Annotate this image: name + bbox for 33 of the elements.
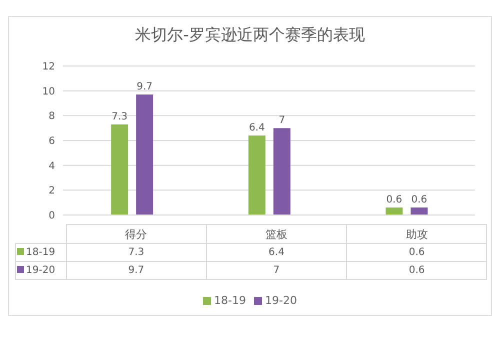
text: 9.7 [66,262,206,280]
legend-label: 18-19 [16,244,66,262]
data-label: 9.7 [136,82,153,93]
data-label: 7.3 [112,111,128,122]
x-tick-label: 得分 [66,224,206,244]
text: 6.4 [206,244,347,262]
y-tick-label: 4 [48,160,55,172]
bar [273,128,290,215]
y-tick-label: 12 [42,62,55,73]
x-tick-label: 篮板 [206,224,347,244]
text: 0.6 [346,244,487,262]
y-tick-label: 2 [48,186,55,197]
text: 7 [206,262,347,280]
y-tick-label: 0 [48,210,55,222]
x-tick-label: 助攻 [346,224,487,244]
data-label: 7 [278,115,286,126]
legend-label: 19-20 [264,294,297,307]
chart-title: 米切尔-罗宾逊近两个赛季的表现 [134,25,366,46]
text: 0.6 [346,262,487,280]
y-tick-label: 8 [48,111,55,122]
text: 19-20 [26,265,56,276]
bar [136,94,154,215]
text: 7.3 [66,244,206,262]
bar [248,136,266,215]
bar [386,208,403,215]
data-label: 6.4 [248,122,265,134]
data-label: 0.6 [411,194,428,206]
bar [410,208,428,215]
text: 18-19 [214,294,246,307]
data-label: 0.6 [386,194,402,206]
y-tick-label: 6 [48,136,55,148]
bar [111,124,128,215]
y-tick-label: 10 [42,86,55,98]
